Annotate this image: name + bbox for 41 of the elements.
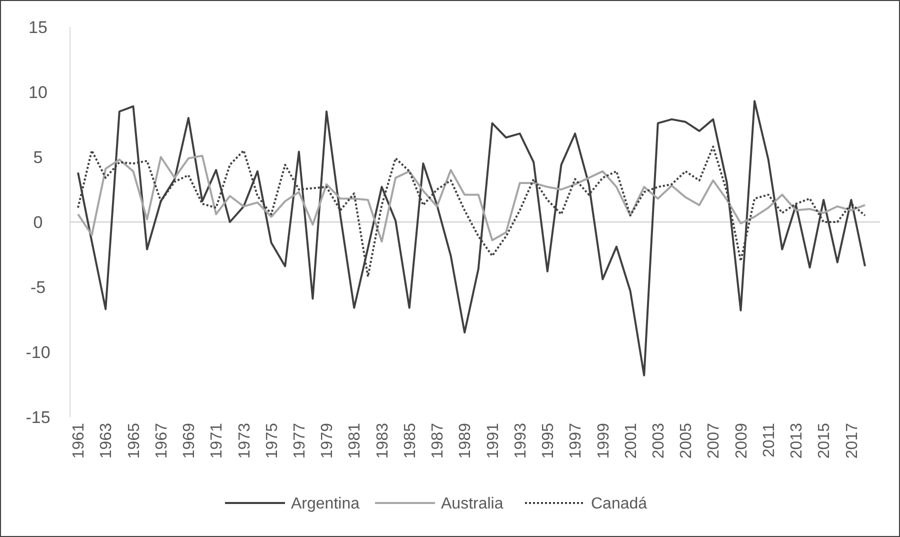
- x-tick-label: 1995: [540, 422, 558, 459]
- x-tick-label: 1961: [70, 422, 88, 459]
- x-tick-label: 1987: [430, 422, 447, 459]
- y-tick-label: 0: [33, 212, 43, 232]
- legend-label: Australia: [441, 496, 504, 513]
- x-tick-label: 1969: [181, 422, 198, 459]
- y-tick-label: 15: [28, 18, 48, 37]
- x-tick-label: 1979: [319, 422, 336, 459]
- x-tick-label: 1971: [208, 422, 226, 459]
- x-tick-label: 2017: [844, 422, 861, 459]
- x-tick-label: 1963: [98, 422, 116, 459]
- x-tick-label: 1983: [374, 422, 392, 459]
- line-series: [77, 100, 866, 376]
- y-tick-label: -15: [26, 408, 50, 427]
- y-tick-label: -5: [30, 278, 46, 297]
- legend-label: Argentina: [291, 496, 360, 513]
- x-tick-label: 1997: [568, 422, 585, 459]
- legend-label: Canadá: [591, 496, 648, 513]
- y-tick-label: 10: [28, 82, 48, 102]
- x-tick-label: 1967: [153, 422, 170, 459]
- x-tick-label: 2007: [706, 422, 723, 459]
- x-tick-label: 2013: [788, 422, 806, 459]
- x-tick-label: 2011: [760, 422, 778, 458]
- x-tick-label: 2003: [650, 422, 668, 459]
- x-tick-label: 1989: [457, 422, 474, 459]
- x-tick-label: 1985: [402, 422, 419, 459]
- y-tick-label: 5: [33, 148, 43, 167]
- x-tick-label: 1977: [292, 422, 309, 459]
- x-tick-label: 2005: [678, 422, 696, 459]
- x-tick-label: 1975: [264, 422, 281, 459]
- x-tick-label: 2009: [733, 422, 750, 459]
- x-tick-label: 2015: [816, 422, 834, 459]
- x-tick-label: 1991: [484, 422, 502, 459]
- x-tick-label: 1981: [346, 422, 364, 459]
- x-tick-label: 2001: [622, 422, 640, 459]
- x-tick-label: 1993: [512, 422, 530, 459]
- x-tick-label: 1965: [126, 422, 143, 459]
- x-tick-label: 1973: [236, 422, 254, 459]
- y-tick-label: -10: [26, 342, 50, 362]
- line-series: [77, 154, 866, 242]
- x-tick-label: 1999: [595, 422, 612, 459]
